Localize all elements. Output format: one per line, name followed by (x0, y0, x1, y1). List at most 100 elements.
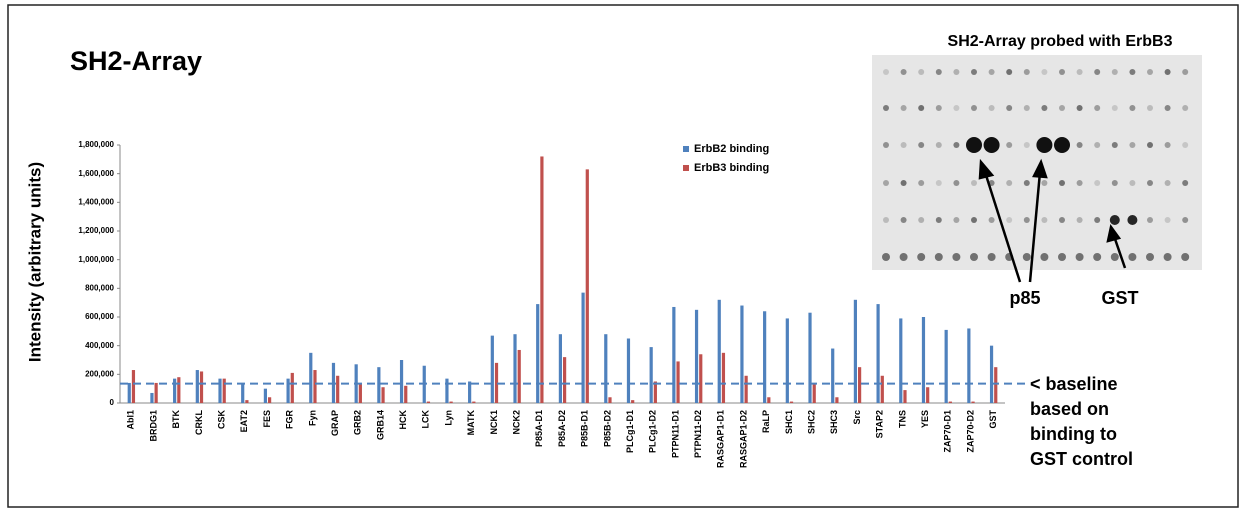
bar (899, 318, 903, 403)
blot-dot (1111, 69, 1118, 75)
blot-dot (1041, 105, 1048, 111)
blot-dot (1129, 180, 1136, 186)
y-tick-label: 0 (110, 398, 115, 407)
blot-dot (883, 142, 889, 148)
bar (948, 401, 952, 403)
blot-dot (1111, 180, 1118, 186)
x-tick-label: P85A-D1 (534, 410, 544, 447)
bar (268, 397, 272, 403)
x-tick-label: RASGAP1-D2 (738, 410, 748, 468)
blot-dot (1147, 69, 1153, 75)
x-tick-label: Src (852, 410, 862, 425)
blot-dot (1164, 69, 1171, 75)
blot-dot (883, 105, 889, 111)
bar (313, 370, 317, 403)
blot-dot (988, 217, 995, 223)
blot-dot (935, 69, 942, 75)
blot-dot (1076, 69, 1083, 75)
blot-dot (971, 180, 977, 186)
blot-dot (935, 142, 942, 148)
blot-dot (1094, 142, 1101, 148)
bar (445, 378, 449, 403)
legend-label: ErbB2 binding (694, 143, 769, 155)
bar (926, 387, 930, 403)
blot-dot (934, 253, 943, 261)
blot-dot (1147, 142, 1153, 148)
bar (944, 329, 948, 403)
x-tick-label: CRKL (194, 410, 204, 435)
x-tick-label: RASGAP1-D1 (716, 410, 726, 468)
blot-dot (1041, 180, 1048, 186)
bar (377, 367, 381, 403)
blot-dot (987, 253, 996, 261)
arrow (1112, 235, 1127, 269)
blot-dot (1093, 253, 1102, 261)
bar (812, 384, 816, 403)
x-tick-label: Abl1 (126, 410, 136, 430)
y-tick-label: 1,200,000 (78, 226, 114, 235)
bar (763, 311, 767, 403)
blot-dot (953, 180, 960, 186)
bar (309, 352, 313, 403)
blot-dot (1182, 217, 1189, 223)
legend-label: ErbB3 binding (694, 162, 769, 174)
blot-dot (900, 180, 907, 186)
y-tick-label: 200,000 (85, 369, 114, 378)
bar (994, 367, 998, 403)
blot-dot (1147, 180, 1153, 186)
bar (717, 299, 721, 403)
x-tick-label: PTPN11-D2 (693, 410, 703, 458)
blot-dot (1023, 217, 1030, 223)
blot-dot (970, 253, 978, 261)
x-tick-label: GRAP (330, 410, 340, 436)
annotation: based on (1030, 399, 1109, 419)
blot-dot (900, 217, 907, 223)
bar (903, 390, 907, 403)
blot-dot (1182, 105, 1189, 111)
blot-dot (918, 180, 925, 186)
blot-dot (1110, 253, 1119, 261)
inset-title: SH2-Array probed with ErbB3 (948, 33, 1173, 50)
blot-dot (918, 217, 925, 223)
bar (785, 318, 789, 403)
blot-dot (983, 137, 1000, 153)
bar (468, 381, 472, 403)
blot-dot (1094, 180, 1101, 186)
x-tick-label: BTK (171, 410, 181, 429)
bar (626, 338, 631, 403)
x-tick-label: NCK2 (511, 410, 521, 435)
blot-dot (1111, 142, 1118, 148)
blot-dot (953, 69, 960, 75)
bar (177, 377, 181, 403)
blot-dot (1129, 142, 1136, 148)
blot-dot (1040, 253, 1049, 261)
bar (740, 305, 744, 403)
bar (649, 347, 653, 403)
blot-dot (1054, 137, 1070, 153)
y-tick-label: 1,000,000 (78, 255, 114, 264)
bar (967, 328, 971, 403)
blot-dot (1076, 142, 1083, 148)
y-tick-label: 400,000 (85, 341, 114, 350)
blot-dot (900, 69, 907, 75)
blot-dot (953, 142, 960, 148)
bar (245, 400, 249, 403)
x-tick-label: SHC3 (829, 410, 839, 434)
x-tick-label: PLCg1-D2 (648, 410, 658, 453)
blot-dot (1076, 217, 1083, 223)
legend-swatch (683, 165, 689, 171)
blot-dot (971, 105, 977, 111)
bar (404, 385, 408, 403)
bar (858, 367, 862, 403)
x-tick-label: P85B-D1 (580, 410, 590, 447)
blot-dot (1146, 253, 1154, 261)
y-tick-label: 600,000 (85, 312, 114, 321)
bar (876, 304, 880, 403)
arrow-head (1106, 224, 1122, 243)
x-tick-label: YES (920, 410, 930, 428)
x-tick-label: SHC1 (784, 410, 794, 434)
x-tick-label: P85A-D2 (557, 410, 567, 447)
bar (449, 401, 453, 403)
bar (699, 354, 703, 403)
